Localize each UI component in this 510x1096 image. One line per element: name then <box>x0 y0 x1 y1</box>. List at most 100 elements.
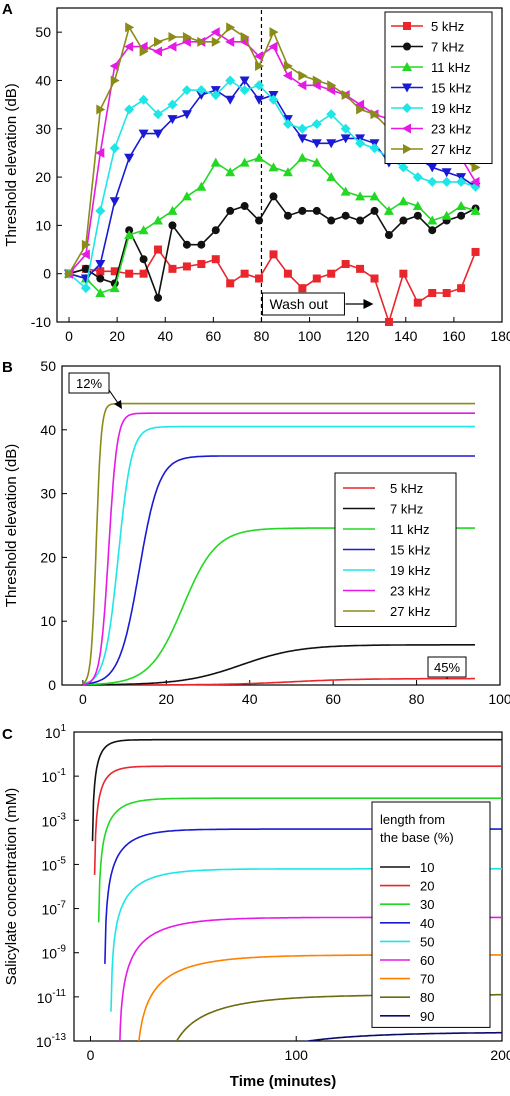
legend-label: 20 <box>420 879 434 894</box>
legend-marker <box>403 42 411 51</box>
data-point <box>167 99 178 110</box>
data-point <box>441 168 452 178</box>
data-point <box>124 153 135 163</box>
y-tick-label: 40 <box>40 422 56 438</box>
data-point <box>442 289 451 298</box>
data-point <box>327 216 336 225</box>
legend-label: 7 kHz <box>431 40 464 55</box>
legend-label: 70 <box>420 972 434 987</box>
legend-label: 15 kHz <box>390 543 430 558</box>
data-point <box>369 191 380 201</box>
data-point <box>153 215 164 225</box>
series-line-90 <box>303 1031 502 1041</box>
data-point <box>109 197 120 207</box>
data-point <box>326 85 336 96</box>
x-tick-label: 20 <box>109 328 125 344</box>
data-point <box>225 95 236 105</box>
data-point <box>110 267 119 276</box>
series-line-15-khz <box>82 455 475 685</box>
data-point <box>181 110 192 120</box>
y-tick-exponent: -13 <box>52 1032 67 1043</box>
series-19-khz <box>64 75 481 294</box>
data-point <box>124 230 135 240</box>
x-tick-label: 0 <box>65 328 73 344</box>
data-point <box>413 211 422 220</box>
legend-label: 27 kHz <box>431 142 471 157</box>
data-point <box>168 264 177 273</box>
data-point <box>355 191 366 201</box>
data-point <box>125 269 134 278</box>
legend-label: 15 kHz <box>431 81 471 96</box>
x-tick-label: 140 <box>394 328 418 344</box>
data-point <box>255 274 264 283</box>
data-point <box>340 186 351 196</box>
data-point <box>370 274 379 283</box>
series-line-27-khz <box>82 402 475 685</box>
data-point <box>167 205 178 215</box>
data-point <box>95 205 106 216</box>
data-point <box>153 129 164 139</box>
x-tick-label: 80 <box>409 691 425 707</box>
data-point <box>355 99 365 110</box>
data-point <box>138 41 148 52</box>
data-point <box>210 27 220 38</box>
data-point <box>196 181 207 191</box>
legend-title: length from the base (%) <box>380 812 454 845</box>
data-point <box>399 216 408 225</box>
data-point <box>312 274 321 283</box>
data-point <box>298 206 307 215</box>
legend-box <box>371 801 491 1028</box>
data-point <box>181 191 192 201</box>
data-point <box>154 245 163 254</box>
data-point <box>471 162 481 173</box>
legend-label: 30 <box>420 897 434 912</box>
data-point <box>356 104 366 115</box>
data-point <box>197 36 207 47</box>
legend-marker <box>403 144 412 154</box>
data-point <box>340 134 351 144</box>
data-point <box>269 192 278 201</box>
data-point <box>297 152 308 162</box>
legend-label: 60 <box>420 953 434 968</box>
y-tick-label: 30 <box>35 121 51 137</box>
data-point <box>470 176 480 187</box>
data-point <box>81 264 90 273</box>
data-point <box>138 129 149 139</box>
legend-title-line: length from <box>380 812 445 827</box>
data-point <box>383 205 394 215</box>
y-tick-label: 10 <box>40 613 56 629</box>
y-tick-label: 10-7 <box>42 900 67 918</box>
data-point <box>226 206 235 215</box>
legend-label: 50 <box>420 934 434 949</box>
data-point <box>182 31 192 42</box>
x-tick-label: 80 <box>254 328 270 344</box>
data-point <box>167 115 178 125</box>
data-point <box>225 36 235 47</box>
data-point <box>139 255 148 264</box>
y-tick-exponent: -1 <box>57 767 66 778</box>
data-point <box>138 225 149 235</box>
data-point <box>398 196 409 206</box>
series-11-khz <box>64 152 481 298</box>
data-point <box>470 205 481 215</box>
data-point <box>109 143 120 154</box>
data-point <box>125 22 135 33</box>
data-point <box>197 260 206 269</box>
data-point <box>282 167 293 177</box>
y-tick-exponent: -3 <box>57 811 66 822</box>
data-point <box>340 123 351 134</box>
y-tick-label: 50 <box>35 24 51 40</box>
x-tick-label: 0 <box>87 1047 95 1063</box>
x-tick-label: 40 <box>242 691 258 707</box>
y-tick-label: 20 <box>40 549 56 565</box>
data-point <box>65 268 75 279</box>
data-point <box>181 36 191 47</box>
data-point <box>312 206 321 215</box>
legend-label: 27 kHz <box>390 604 430 619</box>
data-point <box>427 176 438 187</box>
data-point <box>110 75 120 86</box>
data-point <box>427 215 438 225</box>
y-tick-label: 10-13 <box>36 1032 66 1050</box>
data-point <box>311 80 321 91</box>
